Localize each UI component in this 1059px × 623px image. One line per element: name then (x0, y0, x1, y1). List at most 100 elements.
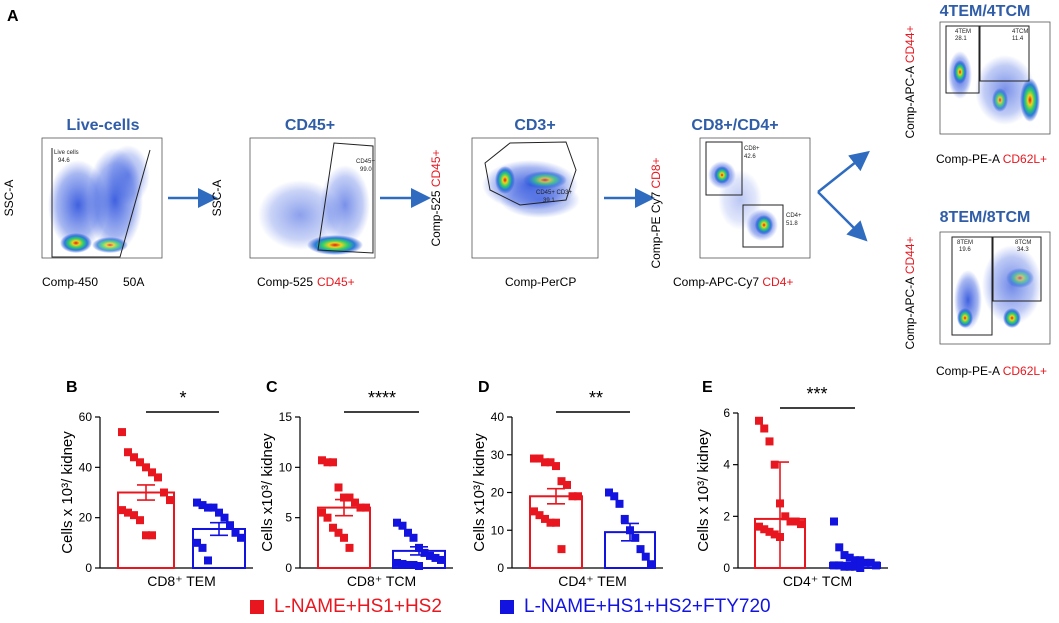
data-point-group1 (334, 528, 343, 537)
data-point-group2 (861, 558, 870, 567)
data-point-group2 (237, 533, 245, 542)
data-point-group1 (776, 499, 784, 508)
data-point-group2 (835, 543, 844, 552)
panel-letter-b: B (66, 379, 78, 396)
data-point-group2 (198, 501, 207, 510)
data-point-group2 (193, 538, 201, 547)
x-axis-label: CD8⁺ TCM (347, 573, 416, 589)
data-point-group1 (318, 456, 326, 465)
data-point-group1 (755, 522, 763, 531)
data-point-group2 (845, 553, 854, 562)
gate-label-cd3: CD45+ CD3+ (536, 190, 573, 196)
data-point-group1 (563, 480, 571, 489)
data-point-group1 (329, 458, 337, 467)
data-point-group2 (615, 499, 624, 508)
arrow-branch-down (817, 191, 868, 242)
data-point-group1 (557, 477, 566, 486)
y-tick-label: 0 (85, 561, 92, 575)
data-point-group1 (546, 518, 555, 527)
flow-title-4tem-4tcm: 4TEM/4TCM (940, 3, 1031, 20)
data-point-group2 (198, 543, 207, 552)
data-point-group2 (409, 533, 418, 542)
data-point-group2 (431, 553, 440, 562)
data-point-group1 (124, 508, 132, 517)
data-point-group2 (409, 560, 418, 569)
gate-label-live-cells: Live cells (54, 150, 79, 156)
gate-value-cd3: 39.1 (543, 198, 555, 204)
gate-value-cd45: 99.0 (360, 167, 372, 173)
data-point-group1 (345, 543, 354, 552)
data-point-group1 (781, 512, 790, 521)
gate-label-cd8: CD8+ (744, 146, 760, 152)
gate-label-4tcm: 4TCM (1012, 29, 1028, 35)
flow-plot-8tem-8tcm: 8TEM/8TCM 8TEM 19.6 8TCM 34.3 Comp-APC-A… (903, 209, 1051, 378)
y-tick-label: 0 (723, 561, 730, 575)
y-tick-label: 20 (491, 486, 505, 500)
data-point-group2 (204, 503, 212, 512)
gate-label-cd4: CD4+ (786, 213, 802, 219)
flow-plot-cd3: CD3+ CD45+ CD3+ 39.1 Comp-525 CD45+ Comp… (429, 117, 599, 289)
data-point-group1 (148, 468, 156, 477)
data-point-group2 (204, 556, 212, 565)
data-point-group1 (797, 520, 805, 529)
data-point-group1 (124, 448, 132, 457)
gate-value-live-cells: 94.6 (58, 158, 70, 164)
data-point-group2 (856, 564, 865, 572)
data-point-group2 (226, 521, 234, 530)
data-point-group1 (776, 533, 784, 541)
bar-chart-e: E 0 2 4 6 Cells x 10³/ kidney CD4⁺ TCM *** (695, 379, 888, 589)
data-point-group2 (851, 562, 859, 571)
data-point-group1 (323, 458, 332, 467)
data-point-group1 (530, 507, 538, 516)
data-point-group1 (142, 463, 150, 472)
data-point-group1 (323, 513, 332, 522)
y-tick-label: 40 (79, 460, 93, 474)
significance-stars: * (179, 388, 186, 408)
data-point-group2 (426, 551, 434, 560)
y-axis-label: Cells x10³/ kidney (471, 433, 488, 552)
data-point-group1 (118, 428, 126, 437)
panel-letter-a: A (7, 8, 19, 25)
data-point-group2 (415, 561, 423, 570)
data-point-group1 (535, 511, 544, 520)
data-point-group1 (166, 496, 174, 505)
data-point-group2 (830, 561, 838, 570)
legend-label-group2: L-NAME+HS1+HS2+FTY720 (524, 596, 771, 617)
data-point-group2 (845, 562, 854, 571)
data-point-group2 (404, 560, 412, 569)
x-axis-label: CD4⁺ TCM (783, 573, 852, 589)
data-point-group2 (840, 562, 849, 571)
data-point-group2 (215, 508, 223, 517)
flow-xlabel-live-cells: Comp-450 (42, 275, 98, 289)
data-point-group1 (136, 516, 144, 525)
data-point-group1 (329, 523, 337, 532)
data-point-group2 (231, 528, 240, 537)
data-point-group1 (345, 493, 354, 502)
flow-xlabel-cd8-cd4: Comp-APC-Cy7 CD4+ (673, 275, 793, 289)
gate-label-4tem: 4TEM (955, 29, 971, 35)
data-point-group2 (866, 558, 875, 567)
data-point-group1 (318, 508, 326, 517)
gate-label-8tcm: 8TCM (1015, 240, 1031, 246)
data-point-group1 (362, 503, 370, 512)
data-point-group1 (557, 545, 566, 554)
flow-ylabel-cd45: SSC-A (210, 180, 224, 217)
data-point-group1 (136, 458, 144, 467)
data-point-group1 (541, 514, 549, 523)
data-point-group1 (530, 454, 538, 463)
bar-group1 (529, 495, 583, 569)
data-point-group1 (334, 483, 343, 492)
y-tick-label: 30 (491, 448, 505, 462)
flow-xlabel-8tem-8tcm: Comp-PE-A CD62L+ (936, 364, 1047, 378)
data-point-group1 (130, 453, 138, 462)
flow-ylabel-8tem-8tcm: Comp-APC-A CD44+ (903, 236, 917, 349)
significance-stars: *** (806, 384, 827, 404)
legend-swatch-group1 (250, 600, 264, 614)
y-tick-label: 0 (497, 561, 504, 575)
data-point-group2 (605, 488, 613, 497)
flow-plot-live-cells: Live-cells Live cells 94.6 SSC-A Comp-45… (2, 117, 163, 289)
